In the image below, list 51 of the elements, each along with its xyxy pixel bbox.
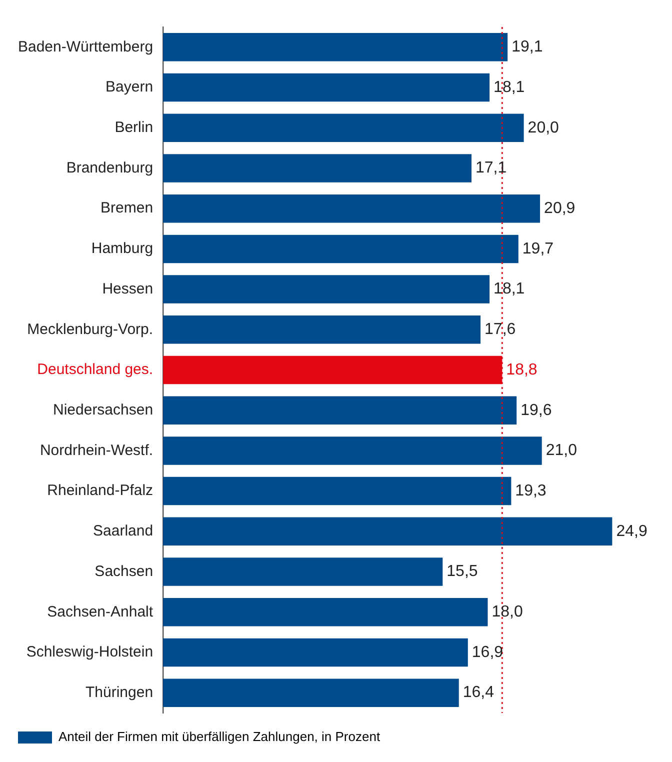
- y-tick-label: Saarland: [93, 522, 154, 540]
- bar: [163, 73, 490, 102]
- data-label: 19,3: [515, 482, 546, 500]
- y-tick-label: Thüringen: [86, 684, 154, 701]
- bar: [163, 316, 481, 344]
- y-tick-label: Brandenburg: [66, 159, 154, 176]
- y-tick-label: Rheinland-Pfalz: [47, 482, 154, 500]
- y-tick-label: Hessen: [102, 280, 154, 298]
- bar: [163, 638, 468, 667]
- data-label: 16,4: [462, 684, 494, 702]
- y-tick-label: Bayern: [106, 78, 154, 96]
- bar: [163, 194, 540, 223]
- data-label: 17,6: [484, 321, 516, 338]
- y-tick-label: Sachsen: [94, 562, 154, 580]
- bar: [163, 436, 542, 465]
- bar: [163, 33, 508, 62]
- data-label: 18,0: [492, 604, 523, 621]
- bar: [163, 234, 518, 264]
- data-label: 20,0: [528, 119, 560, 136]
- bar: [163, 517, 612, 546]
- bar: [163, 114, 524, 142]
- bar: [163, 476, 512, 506]
- y-tick-label: Berlin: [114, 119, 154, 136]
- bar: [163, 275, 490, 304]
- y-tick-label: Niedersachsen: [52, 401, 154, 418]
- bar: [163, 678, 459, 707]
- data-label: 18,1: [494, 280, 525, 298]
- bar: [163, 154, 472, 182]
- data-label: 19,7: [522, 240, 554, 258]
- data-label: 19,1: [512, 38, 543, 56]
- bar: [163, 396, 517, 424]
- legend-label: Anteil der Firmen mit überfälligen Zahlungen, in Prozent: [58, 729, 380, 744]
- y-tick-label: Sachsen-Anhalt: [47, 603, 154, 620]
- y-tick-label: Baden-Württemberg: [18, 38, 154, 56]
- data-label: 17,1: [476, 160, 507, 177]
- data-label: 18,1: [494, 78, 525, 96]
- data-label: 19,6: [520, 402, 552, 419]
- y-tick-label: Mecklenburg-Vorp.: [27, 320, 154, 338]
- y-tick-label: Schleswig-Holstein: [26, 644, 154, 661]
- data-label: 20,9: [544, 200, 576, 217]
- bar: [163, 558, 443, 586]
- y-tick-label: Bremen: [100, 200, 154, 217]
- data-label: 16,9: [472, 644, 504, 661]
- y-tick-label: Hamburg: [91, 240, 154, 258]
- y-tick-label: Nordrhein-Westf.: [40, 442, 154, 459]
- data-label: 24,9: [616, 522, 648, 540]
- data-label: 21,0: [546, 442, 578, 460]
- data-label: 18,8: [506, 361, 538, 378]
- y-tick-label: Deutschland ges.: [37, 361, 154, 378]
- bar: [163, 598, 488, 626]
- data-label: 15,5: [446, 563, 478, 580]
